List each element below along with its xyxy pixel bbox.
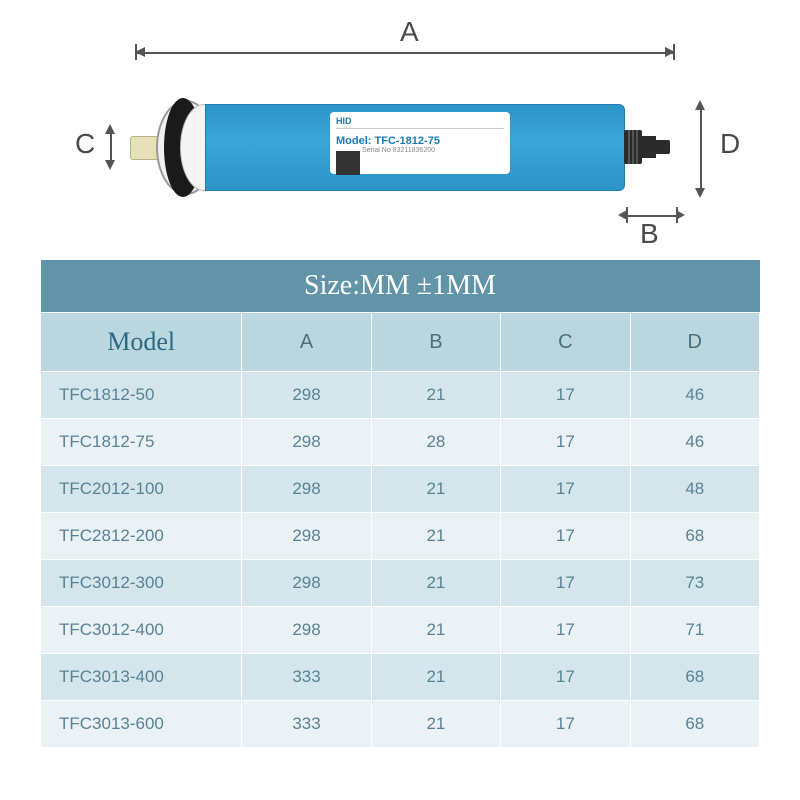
cell-model: TFC2012-100 bbox=[41, 466, 242, 513]
col-header-model: Model bbox=[41, 313, 242, 372]
cell-model: TFC2812-200 bbox=[41, 513, 242, 560]
cell-value: 46 bbox=[630, 419, 759, 466]
cell-value: 28 bbox=[371, 419, 500, 466]
cell-value: 46 bbox=[630, 372, 759, 419]
table-row: TFC2812-200298211768 bbox=[41, 513, 760, 560]
cell-value: 68 bbox=[630, 654, 759, 701]
dim-label-c: C bbox=[75, 128, 95, 160]
dim-line-b bbox=[626, 215, 676, 217]
cell-value: 17 bbox=[501, 607, 630, 654]
cell-value: 17 bbox=[501, 701, 630, 748]
table-title-row: Size:MM ±1MM bbox=[41, 260, 760, 313]
dim-label-a: A bbox=[400, 16, 419, 48]
cell-value: 68 bbox=[630, 513, 759, 560]
dim-line-a bbox=[135, 52, 675, 54]
cell-value: 73 bbox=[630, 560, 759, 607]
cell-model: TFC3013-400 bbox=[41, 654, 242, 701]
cell-value: 21 bbox=[371, 560, 500, 607]
dimension-diagram: A C D B HID Model: TFC-1812-75 Serial No… bbox=[40, 20, 760, 250]
product-label: HID Model: TFC-1812-75 Serial No 8321183… bbox=[330, 112, 510, 174]
cell-model: TFC3013-600 bbox=[41, 701, 242, 748]
cell-value: 298 bbox=[242, 560, 371, 607]
table-body: TFC1812-50298211746TFC1812-75298281746TF… bbox=[41, 372, 760, 748]
dim-label-b: B bbox=[640, 218, 659, 250]
cell-value: 17 bbox=[501, 466, 630, 513]
cell-value: 298 bbox=[242, 513, 371, 560]
product-nozzle bbox=[624, 130, 670, 164]
cell-value: 17 bbox=[501, 654, 630, 701]
cell-model: TFC3012-300 bbox=[41, 560, 242, 607]
cell-value: 17 bbox=[501, 372, 630, 419]
cell-value: 333 bbox=[242, 701, 371, 748]
table-row: TFC1812-50298211746 bbox=[41, 372, 760, 419]
cell-model: TFC3012-400 bbox=[41, 607, 242, 654]
product-illustration: HID Model: TFC-1812-75 Serial No 8321183… bbox=[130, 100, 670, 195]
cell-value: 333 bbox=[242, 654, 371, 701]
table-row: TFC3013-400333211768 bbox=[41, 654, 760, 701]
cell-value: 17 bbox=[501, 560, 630, 607]
table-row: TFC2012-100298211748 bbox=[41, 466, 760, 513]
dim-label-d: D bbox=[720, 128, 740, 160]
cell-value: 298 bbox=[242, 607, 371, 654]
col-header-a: A bbox=[242, 313, 371, 372]
size-table: Size:MM ±1MM Model A B C D TFC1812-50298… bbox=[40, 260, 760, 748]
table-row: TFC3012-400298211771 bbox=[41, 607, 760, 654]
cell-value: 21 bbox=[371, 701, 500, 748]
table-row: TFC3013-600333211768 bbox=[41, 701, 760, 748]
cell-value: 21 bbox=[371, 466, 500, 513]
table-header-row: Model A B C D bbox=[41, 313, 760, 372]
table-row: TFC1812-75298281746 bbox=[41, 419, 760, 466]
cell-model: TFC1812-50 bbox=[41, 372, 242, 419]
cell-value: 298 bbox=[242, 466, 371, 513]
cell-value: 298 bbox=[242, 372, 371, 419]
cell-value: 298 bbox=[242, 419, 371, 466]
cell-value: 21 bbox=[371, 513, 500, 560]
cell-value: 68 bbox=[630, 701, 759, 748]
cell-value: 21 bbox=[371, 607, 500, 654]
table-row: TFC3012-300298211773 bbox=[41, 560, 760, 607]
cell-value: 48 bbox=[630, 466, 759, 513]
dim-line-c bbox=[110, 132, 112, 162]
cell-value: 21 bbox=[371, 372, 500, 419]
col-header-b: B bbox=[371, 313, 500, 372]
col-header-c: C bbox=[501, 313, 630, 372]
cell-value: 17 bbox=[501, 513, 630, 560]
col-header-d: D bbox=[630, 313, 759, 372]
cell-value: 21 bbox=[371, 654, 500, 701]
table-title: Size:MM ±1MM bbox=[41, 260, 760, 313]
dim-line-d bbox=[700, 108, 702, 190]
cell-model: TFC1812-75 bbox=[41, 419, 242, 466]
cell-value: 17 bbox=[501, 419, 630, 466]
cell-value: 71 bbox=[630, 607, 759, 654]
